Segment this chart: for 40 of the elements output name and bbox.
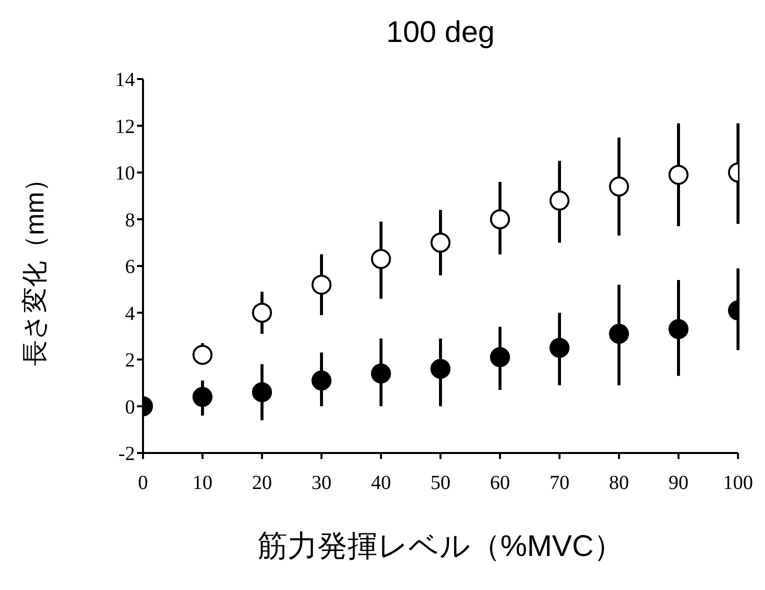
x-tick-label: 80	[609, 472, 629, 494]
point	[252, 302, 272, 323]
y-tick-label: 4	[125, 302, 135, 325]
y-tick-label: 0	[125, 396, 135, 418]
x-tick-label: 10	[192, 472, 212, 494]
x-axis-title: 筋力発揮レベル（%MVC）	[256, 529, 625, 565]
point	[312, 274, 332, 295]
y-axis-title: 長さ変化（mm）	[18, 166, 50, 366]
point	[252, 382, 272, 402]
point	[192, 386, 212, 407]
point	[192, 344, 212, 365]
y-tick-label: 2	[125, 350, 135, 372]
point	[312, 370, 332, 391]
x-tick-label: 40	[371, 472, 391, 494]
x-tick-label: 70	[550, 472, 570, 494]
point	[609, 324, 629, 344]
y-tick-label: 6	[125, 256, 135, 278]
x-tick-label: 90	[668, 472, 688, 494]
x-tick-label: 50	[430, 472, 450, 494]
x-tick-label: 20	[252, 472, 272, 494]
point	[550, 338, 570, 358]
y-tick-label: 14	[115, 69, 135, 92]
x-tick-label: 60	[490, 472, 510, 494]
point	[609, 176, 629, 197]
point	[550, 190, 570, 211]
point	[668, 164, 688, 185]
point	[371, 248, 391, 269]
point	[430, 358, 450, 379]
y-tick-label: 10	[115, 162, 135, 185]
y-tick-label: 12	[115, 116, 135, 138]
point	[371, 364, 391, 384]
point	[490, 347, 510, 368]
x-tick-label: 100	[723, 472, 753, 494]
point	[490, 209, 510, 230]
chart-title: 100 deg	[385, 16, 496, 50]
point	[430, 232, 450, 253]
x-tick-label: 30	[312, 472, 332, 494]
y-tick-label: -2	[118, 443, 135, 466]
point	[668, 319, 688, 340]
y-tick-label: 8	[125, 209, 135, 232]
